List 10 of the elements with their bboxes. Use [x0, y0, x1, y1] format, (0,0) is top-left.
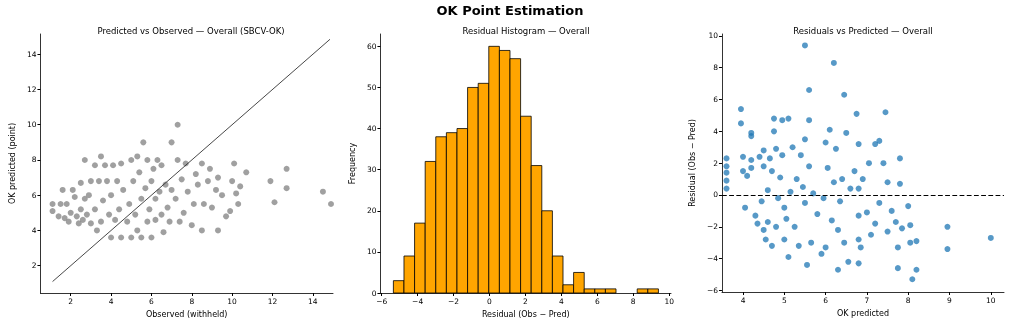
- y-axis-title: Frequency: [347, 142, 357, 185]
- chart-title: Predicted vs Observed — Overall (SBCV-OK): [97, 25, 285, 36]
- y-axis-title: OK predicted (point): [7, 122, 17, 205]
- chart-title: Residuals vs Predicted — Overall: [793, 25, 933, 36]
- x-axis-title: Residual (Obs − Pred): [481, 309, 570, 319]
- y-axis-title: Residual (Obs − Pred): [687, 119, 697, 207]
- chart-title: OK Point Estimation: [435, 3, 585, 18]
- x-axis-title: Observed (withheld): [145, 309, 228, 319]
- chart-subtitle: Residual Histogram — Overall: [462, 25, 590, 36]
- x-axis-title: OK predicted: [836, 308, 889, 318]
